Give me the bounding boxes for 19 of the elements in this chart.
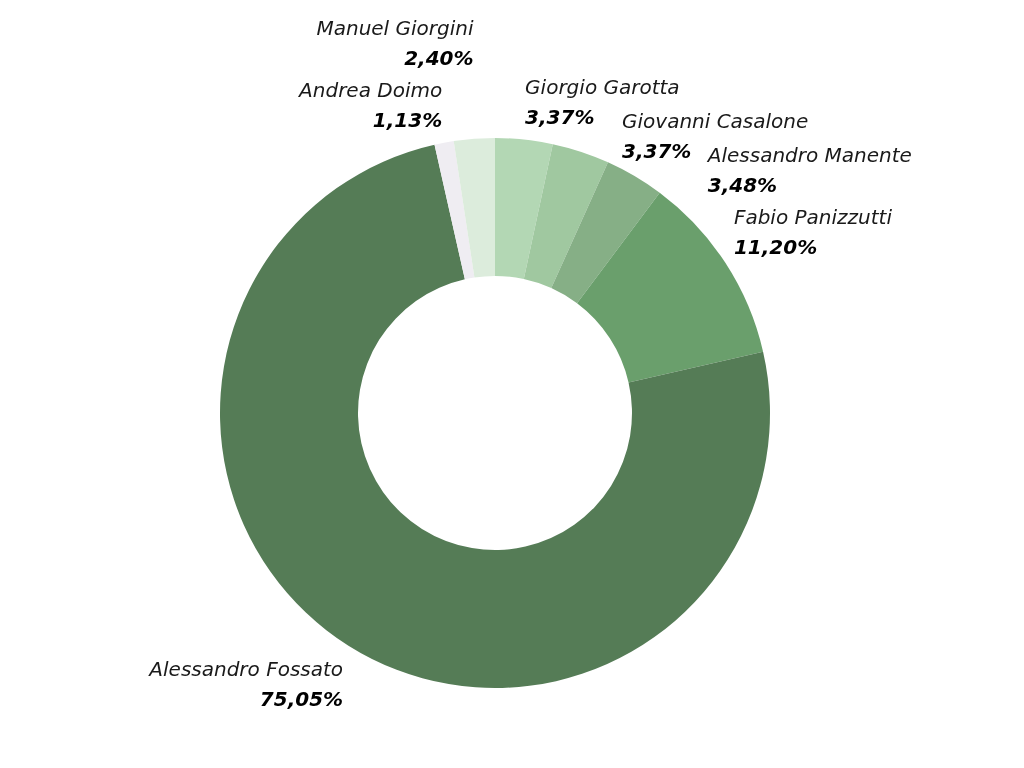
data-label: 2,40% (404, 45, 474, 70)
donut-slice (434, 141, 475, 280)
slice-label: Alessandro Manente (705, 142, 912, 167)
slice-label: Giorgio Garotta (525, 74, 680, 99)
data-label: 1,13% (372, 107, 443, 132)
slice-label: Giovanni Casalone (622, 109, 809, 134)
data-label: 3,48% (707, 172, 778, 197)
donut-slice (523, 144, 609, 289)
slice-label: Manuel Giorgini (316, 15, 474, 40)
slice-label: Fabio Panizzutti (733, 204, 893, 229)
data-label: 3,37% (622, 139, 692, 164)
data-label: 11,20% (733, 234, 818, 259)
donut-slice (453, 138, 495, 278)
data-label: 3,37% (525, 104, 595, 129)
slice-label: Andrea Doimo (297, 77, 443, 102)
data-label: 75,05% (259, 687, 344, 712)
donut-slice (495, 138, 553, 280)
slice-label: Alessandro Fossato (147, 657, 344, 682)
donut-slice (551, 162, 660, 304)
